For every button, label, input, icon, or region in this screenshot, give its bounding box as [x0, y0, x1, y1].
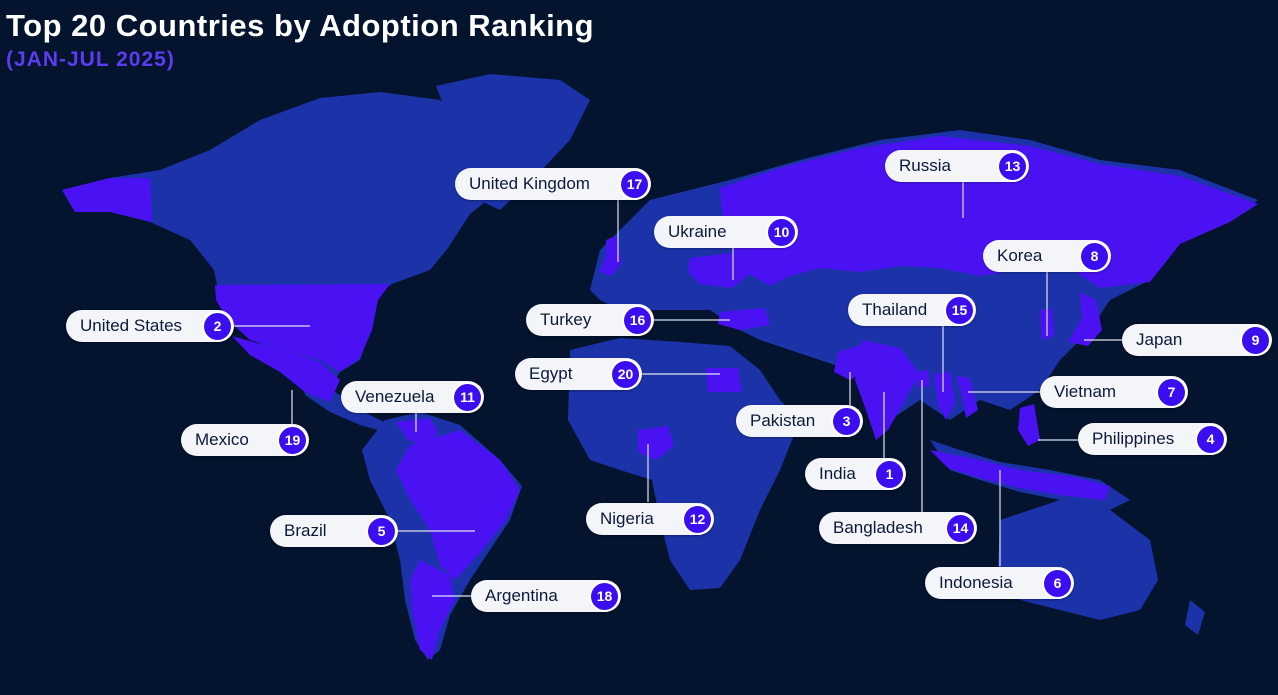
country-name: Brazil	[284, 521, 327, 540]
country-name: Philippines	[1092, 429, 1175, 448]
rank-badge: 4	[1197, 425, 1224, 453]
rank-badge: 14	[947, 514, 974, 542]
country-name: Bangladesh	[833, 518, 923, 537]
philippines-country	[1018, 404, 1040, 446]
nigeria-country	[638, 426, 674, 460]
label-japan: Japan 9	[1122, 324, 1272, 356]
rank-badge: 9	[1242, 326, 1269, 354]
country-name: Pakistan	[750, 411, 816, 430]
label-argentina: Argentina 18	[471, 580, 621, 612]
label-india: India 1	[805, 458, 906, 490]
rank-badge: 6	[1044, 569, 1071, 597]
country-name: Argentina	[485, 586, 558, 605]
country-name: Vietnam	[1054, 382, 1117, 401]
rank-badge: 12	[684, 505, 711, 533]
new-zealand-land	[1185, 600, 1205, 635]
brazil-country	[396, 430, 520, 580]
country-name: United Kingdom	[469, 174, 590, 193]
ukraine-country	[688, 252, 752, 288]
country-name: Nigeria	[600, 509, 654, 528]
label-ukraine: Ukraine 10	[654, 216, 798, 248]
turkey-country	[718, 308, 770, 330]
indonesia-country	[930, 450, 1110, 500]
bangladesh-country	[916, 370, 930, 388]
country-name: Thailand	[862, 300, 928, 319]
country-name: Indonesia	[939, 573, 1013, 592]
country-name: Russia	[899, 156, 951, 175]
label-united-kingdom: United Kingdom 17	[455, 168, 651, 200]
country-name: Egypt	[529, 364, 573, 383]
label-indonesia: Indonesia 6	[925, 567, 1074, 599]
alaska-country	[62, 178, 152, 222]
india-country	[855, 340, 920, 440]
label-philippines: Philippines 4	[1078, 423, 1227, 455]
vietnam-country	[956, 376, 978, 418]
us-country	[215, 284, 390, 372]
label-turkey: Turkey 16	[526, 304, 654, 336]
africa-land	[568, 338, 800, 590]
country-name: Ukraine	[668, 222, 727, 241]
label-brazil: Brazil 5	[270, 515, 398, 547]
label-venezuela: Venezuela 11	[341, 381, 484, 413]
country-name: Mexico	[195, 430, 249, 449]
rank-badge: 7	[1158, 378, 1185, 406]
rank-badge: 11	[454, 383, 481, 411]
map-title: Top 20 Countries by Adoption Ranking	[6, 8, 595, 43]
label-egypt: Egypt 20	[515, 358, 642, 390]
country-name: India	[819, 464, 856, 483]
label-nigeria: Nigeria 12	[586, 503, 714, 535]
rank-badge: 15	[946, 296, 973, 324]
rank-badge: 17	[621, 170, 648, 198]
map-subtitle: (JAN-JUL 2025)	[6, 48, 175, 71]
rank-badge: 20	[612, 360, 639, 388]
rank-badge: 2	[204, 312, 231, 340]
country-name: Japan	[1136, 330, 1183, 349]
venezuela-country	[396, 418, 438, 446]
argentina-country	[410, 560, 455, 660]
label-pakistan: Pakistan 3	[736, 405, 863, 437]
mexico-country	[232, 336, 340, 402]
country-name: Turkey	[540, 310, 592, 329]
japan-country	[1068, 292, 1102, 346]
label-mexico: Mexico 19	[181, 424, 309, 456]
rank-badge: 13	[999, 152, 1026, 180]
rank-badge: 10	[768, 218, 795, 246]
label-bangladesh: Bangladesh 14	[819, 512, 977, 544]
rank-badge: 16	[624, 306, 651, 334]
label-united-states: United States 2	[66, 310, 234, 342]
uk-country	[600, 236, 622, 276]
rank-badge: 19	[279, 426, 306, 454]
rank-badge: 8	[1081, 242, 1108, 270]
rank-badge: 18	[591, 582, 618, 610]
label-thailand: Thailand 15	[848, 294, 976, 326]
country-name: Venezuela	[355, 387, 435, 406]
north-america-land	[62, 92, 510, 390]
russia-country	[720, 136, 1258, 288]
country-name: United States	[80, 316, 183, 335]
label-russia: Russia 13	[885, 150, 1029, 182]
label-vietnam: Vietnam 7	[1040, 376, 1188, 408]
rank-badge: 5	[368, 517, 395, 545]
rank-badge: 1	[876, 460, 903, 488]
country-name: Korea	[997, 246, 1043, 265]
label-korea: Korea 8	[983, 240, 1111, 272]
thailand-country	[934, 372, 955, 420]
rank-badge: 3	[833, 407, 860, 435]
